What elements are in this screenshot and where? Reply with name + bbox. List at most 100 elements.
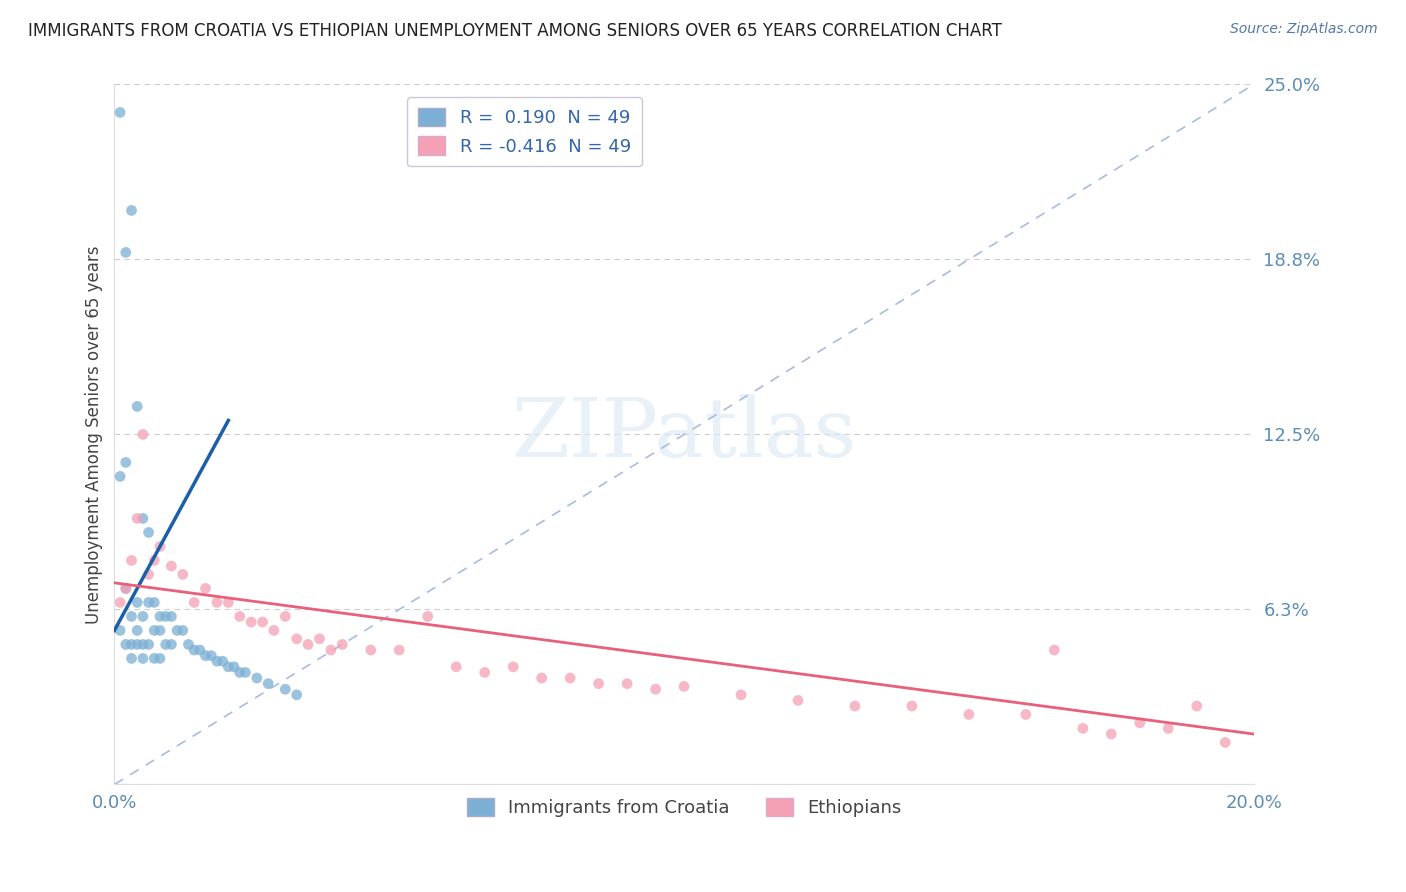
- Point: [1185, 699, 1208, 714]
- Point: [160, 637, 183, 651]
- Point: [132, 427, 155, 442]
- Point: [730, 688, 752, 702]
- Point: [138, 567, 160, 582]
- Point: [222, 660, 245, 674]
- Point: [588, 676, 610, 690]
- Point: [166, 624, 188, 638]
- Text: IMMIGRANTS FROM CROATIA VS ETHIOPIAN UNEMPLOYMENT AMONG SENIORS OVER 65 YEARS CO: IMMIGRANTS FROM CROATIA VS ETHIOPIAN UNE…: [28, 22, 1002, 40]
- Text: ZIPatlas: ZIPatlas: [512, 394, 856, 475]
- Point: [297, 637, 319, 651]
- Point: [360, 643, 382, 657]
- Point: [108, 624, 131, 638]
- Point: [474, 665, 496, 680]
- Point: [616, 676, 638, 690]
- Point: [444, 660, 467, 674]
- Point: [160, 609, 183, 624]
- Point: [285, 688, 308, 702]
- Point: [211, 654, 233, 668]
- Point: [155, 609, 177, 624]
- Point: [1099, 727, 1122, 741]
- Point: [121, 637, 143, 651]
- Point: [132, 637, 155, 651]
- Point: [143, 595, 166, 609]
- Point: [217, 660, 239, 674]
- Point: [263, 624, 285, 638]
- Point: [143, 624, 166, 638]
- Point: [319, 643, 342, 657]
- Point: [560, 671, 582, 685]
- Point: [177, 637, 200, 651]
- Point: [274, 609, 297, 624]
- Point: [183, 643, 205, 657]
- Point: [1213, 735, 1236, 749]
- Point: [127, 624, 149, 638]
- Point: [127, 400, 149, 414]
- Point: [114, 455, 136, 469]
- Point: [121, 609, 143, 624]
- Point: [673, 680, 696, 694]
- Point: [127, 637, 149, 651]
- Point: [194, 648, 217, 663]
- Point: [172, 567, 194, 582]
- Point: [127, 595, 149, 609]
- Point: [108, 469, 131, 483]
- Point: [957, 707, 980, 722]
- Point: [149, 624, 172, 638]
- Point: [1129, 715, 1152, 730]
- Point: [155, 637, 177, 651]
- Point: [114, 582, 136, 596]
- Point: [132, 609, 155, 624]
- Point: [246, 671, 269, 685]
- Point: [205, 654, 228, 668]
- Point: [114, 582, 136, 596]
- Point: [308, 632, 330, 646]
- Point: [138, 525, 160, 540]
- Point: [172, 624, 194, 638]
- Point: [149, 651, 172, 665]
- Point: [330, 637, 353, 651]
- Point: [114, 245, 136, 260]
- Point: [787, 693, 810, 707]
- Point: [1071, 722, 1094, 736]
- Point: [121, 203, 143, 218]
- Point: [114, 637, 136, 651]
- Point: [257, 676, 280, 690]
- Point: [143, 553, 166, 567]
- Point: [1043, 643, 1066, 657]
- Point: [160, 559, 183, 574]
- Text: Source: ZipAtlas.com: Source: ZipAtlas.com: [1230, 22, 1378, 37]
- Point: [844, 699, 866, 714]
- Point: [188, 643, 211, 657]
- Point: [138, 595, 160, 609]
- Point: [200, 648, 222, 663]
- Point: [121, 651, 143, 665]
- Point: [285, 632, 308, 646]
- Y-axis label: Unemployment Among Seniors over 65 years: Unemployment Among Seniors over 65 years: [86, 245, 103, 624]
- Point: [108, 105, 131, 120]
- Point: [530, 671, 553, 685]
- Legend: Immigrants from Croatia, Ethiopians: Immigrants from Croatia, Ethiopians: [460, 790, 908, 824]
- Point: [901, 699, 924, 714]
- Point: [108, 595, 131, 609]
- Point: [149, 540, 172, 554]
- Point: [229, 609, 252, 624]
- Point: [183, 595, 205, 609]
- Point: [132, 651, 155, 665]
- Point: [252, 615, 274, 629]
- Point: [240, 615, 263, 629]
- Point: [644, 682, 666, 697]
- Point: [388, 643, 411, 657]
- Point: [127, 511, 149, 525]
- Point: [416, 609, 439, 624]
- Point: [217, 595, 239, 609]
- Point: [235, 665, 257, 680]
- Point: [205, 595, 228, 609]
- Point: [143, 651, 166, 665]
- Point: [229, 665, 252, 680]
- Point: [1015, 707, 1038, 722]
- Point: [121, 553, 143, 567]
- Point: [1157, 722, 1180, 736]
- Point: [194, 582, 217, 596]
- Point: [274, 682, 297, 697]
- Point: [138, 637, 160, 651]
